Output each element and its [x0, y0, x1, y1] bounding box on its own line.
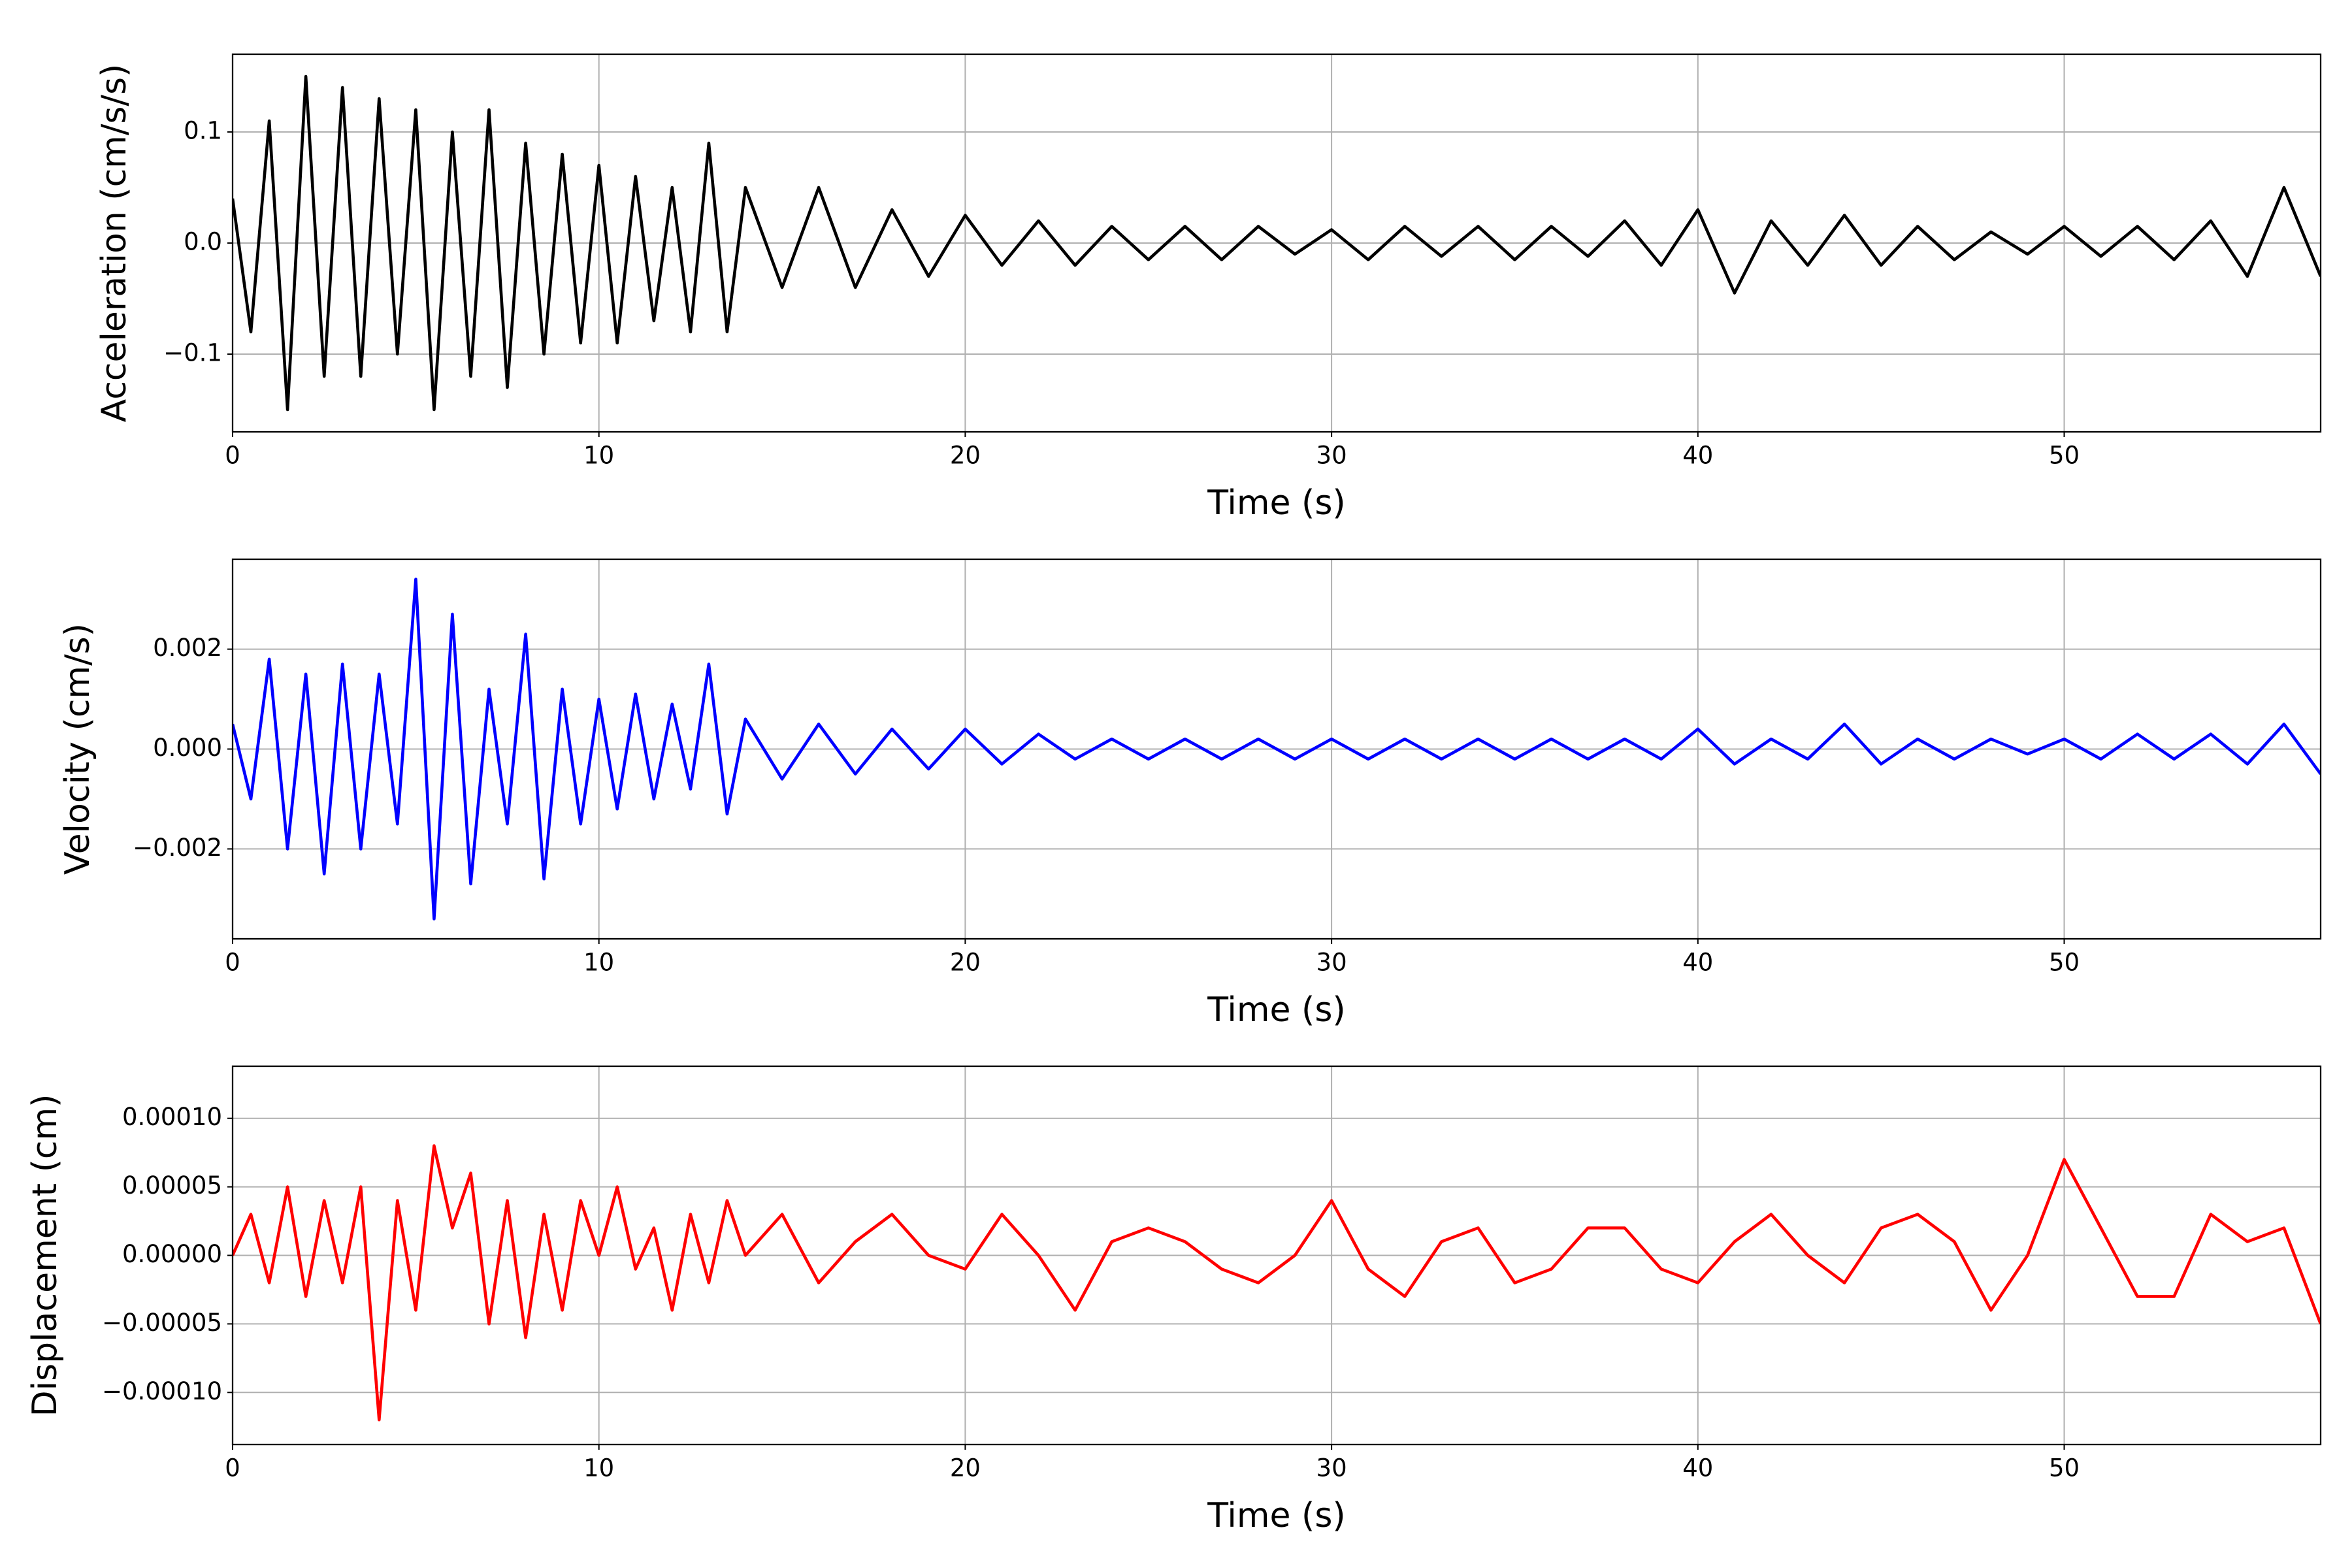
- y-axis-label: Displacement (cm): [25, 1094, 65, 1417]
- x-tick-label: 20: [950, 949, 981, 977]
- y-tick-label: 0.0: [184, 228, 222, 256]
- x-tick-label: 20: [950, 442, 981, 470]
- x-tick-label: 50: [2049, 949, 2080, 977]
- y-tick-label: 0.1: [184, 117, 222, 145]
- x-tick-label: 10: [583, 949, 614, 977]
- y-tick-label: 0.002: [153, 634, 222, 662]
- y-tick-label: −0.1: [163, 339, 222, 367]
- x-tick-label: 50: [2049, 442, 2080, 470]
- series-line: [233, 1144, 2321, 1422]
- axes-frame: [231, 558, 2322, 940]
- x-tick-label: 40: [1682, 949, 1713, 977]
- x-tick-label: 30: [1316, 1454, 1347, 1482]
- y-axis-label: Acceleration (cm/s/s): [95, 64, 134, 423]
- y-tick-label: −0.00010: [102, 1377, 222, 1405]
- y-tick-label: −0.00005: [102, 1309, 222, 1337]
- y-tick-label: 0.000: [153, 734, 222, 762]
- y-axis-label: Velocity (cm/s): [58, 623, 97, 875]
- x-tick-label: 50: [2049, 1454, 2080, 1482]
- series-line: [233, 74, 2321, 412]
- series-line: [233, 578, 2321, 921]
- x-tick-label: 40: [1682, 1454, 1713, 1482]
- y-tick-label: 0.00005: [122, 1171, 222, 1200]
- x-tick-label: 0: [225, 442, 240, 470]
- y-tick-label: −0.002: [133, 834, 222, 862]
- axes-frame: [231, 1065, 2322, 1446]
- x-tick-label: 0: [225, 949, 240, 977]
- x-axis-label: Time (s): [1207, 990, 1345, 1030]
- y-tick-label: 0.00000: [122, 1240, 222, 1268]
- x-tick-label: 20: [950, 1454, 981, 1482]
- x-tick-label: 0: [225, 1454, 240, 1482]
- x-tick-label: 10: [583, 442, 614, 470]
- x-tick-label: 30: [1316, 949, 1347, 977]
- x-axis-label: Time (s): [1207, 1496, 1345, 1535]
- x-tick-label: 30: [1316, 442, 1347, 470]
- axes-frame: [231, 53, 2322, 433]
- x-tick-label: 10: [583, 1454, 614, 1482]
- x-tick-label: 40: [1682, 442, 1713, 470]
- y-tick-label: 0.00010: [122, 1103, 222, 1131]
- x-axis-label: Time (s): [1207, 483, 1345, 523]
